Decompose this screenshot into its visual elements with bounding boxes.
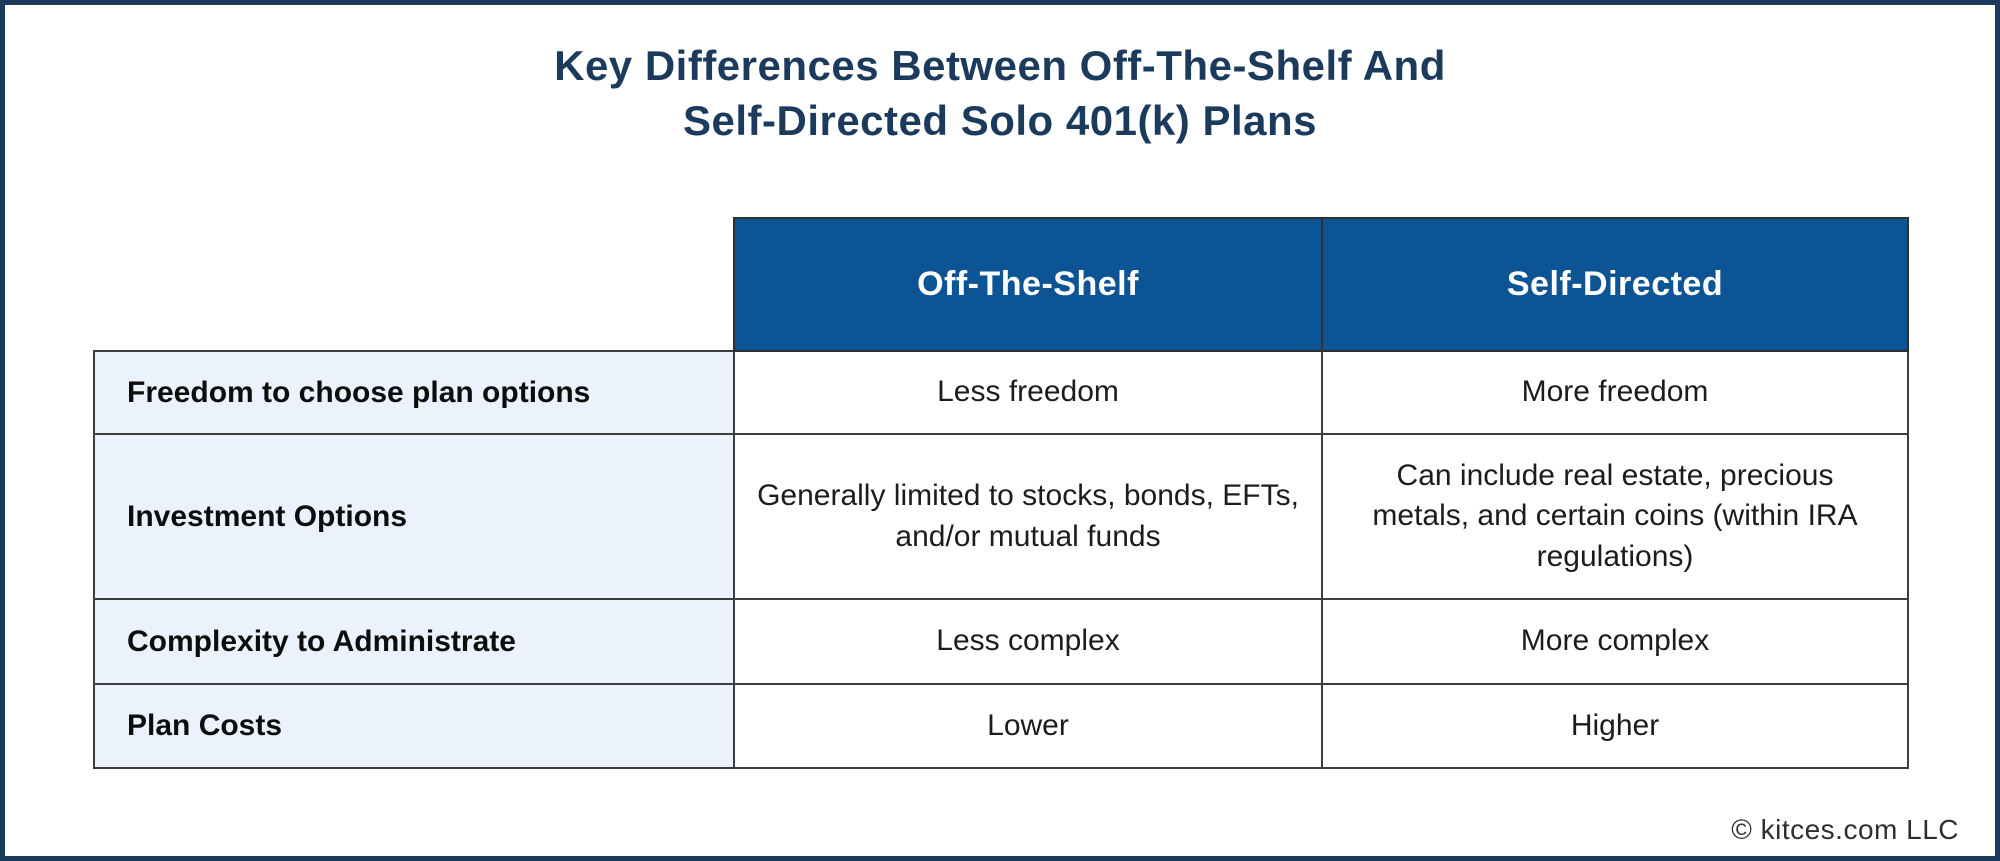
table-row: Investment Options Generally limited to … [93,433,1909,600]
page-title: Key Differences Between Off-The-Shelf An… [5,39,1995,148]
cell-complexity-off-the-shelf: Less complex [733,598,1323,685]
cell-freedom-self-directed: More freedom [1321,350,1909,435]
comparison-table: Off-The-Shelf Self-Directed Freedom to c… [93,217,1909,769]
table-row: Freedom to choose plan options Less free… [93,350,1909,435]
table-row: Complexity to Administrate Less complex … [93,598,1909,685]
cell-costs-off-the-shelf: Lower [733,683,1323,769]
table-header-row: Off-The-Shelf Self-Directed [94,217,1909,352]
cell-investment-off-the-shelf: Generally limited to stocks, bonds, EFTs… [733,433,1323,600]
cell-costs-self-directed: Higher [1321,683,1909,769]
column-header-off-the-shelf: Off-The-Shelf [733,217,1323,352]
row-label-complexity: Complexity to Administrate [93,598,735,685]
table-row: Plan Costs Lower Higher [93,683,1909,769]
page-title-line2: Self-Directed Solo 401(k) Plans [682,96,1318,144]
page-title-line1: Key Differences Between Off-The-Shelf An… [554,42,1446,89]
row-label-investment-options: Investment Options [93,433,735,600]
cell-freedom-off-the-shelf: Less freedom [733,350,1323,435]
cell-complexity-self-directed: More complex [1321,598,1909,685]
copyright-notice: © kitces.com LLC [1731,814,1959,845]
row-label-freedom: Freedom to choose plan options [93,350,735,435]
column-header-self-directed: Self-Directed [1321,217,1909,352]
row-label-plan-costs: Plan Costs [93,683,735,769]
corner-spacer-cell [94,218,734,351]
cell-investment-self-directed: Can include real estate, precious metals… [1321,433,1909,600]
